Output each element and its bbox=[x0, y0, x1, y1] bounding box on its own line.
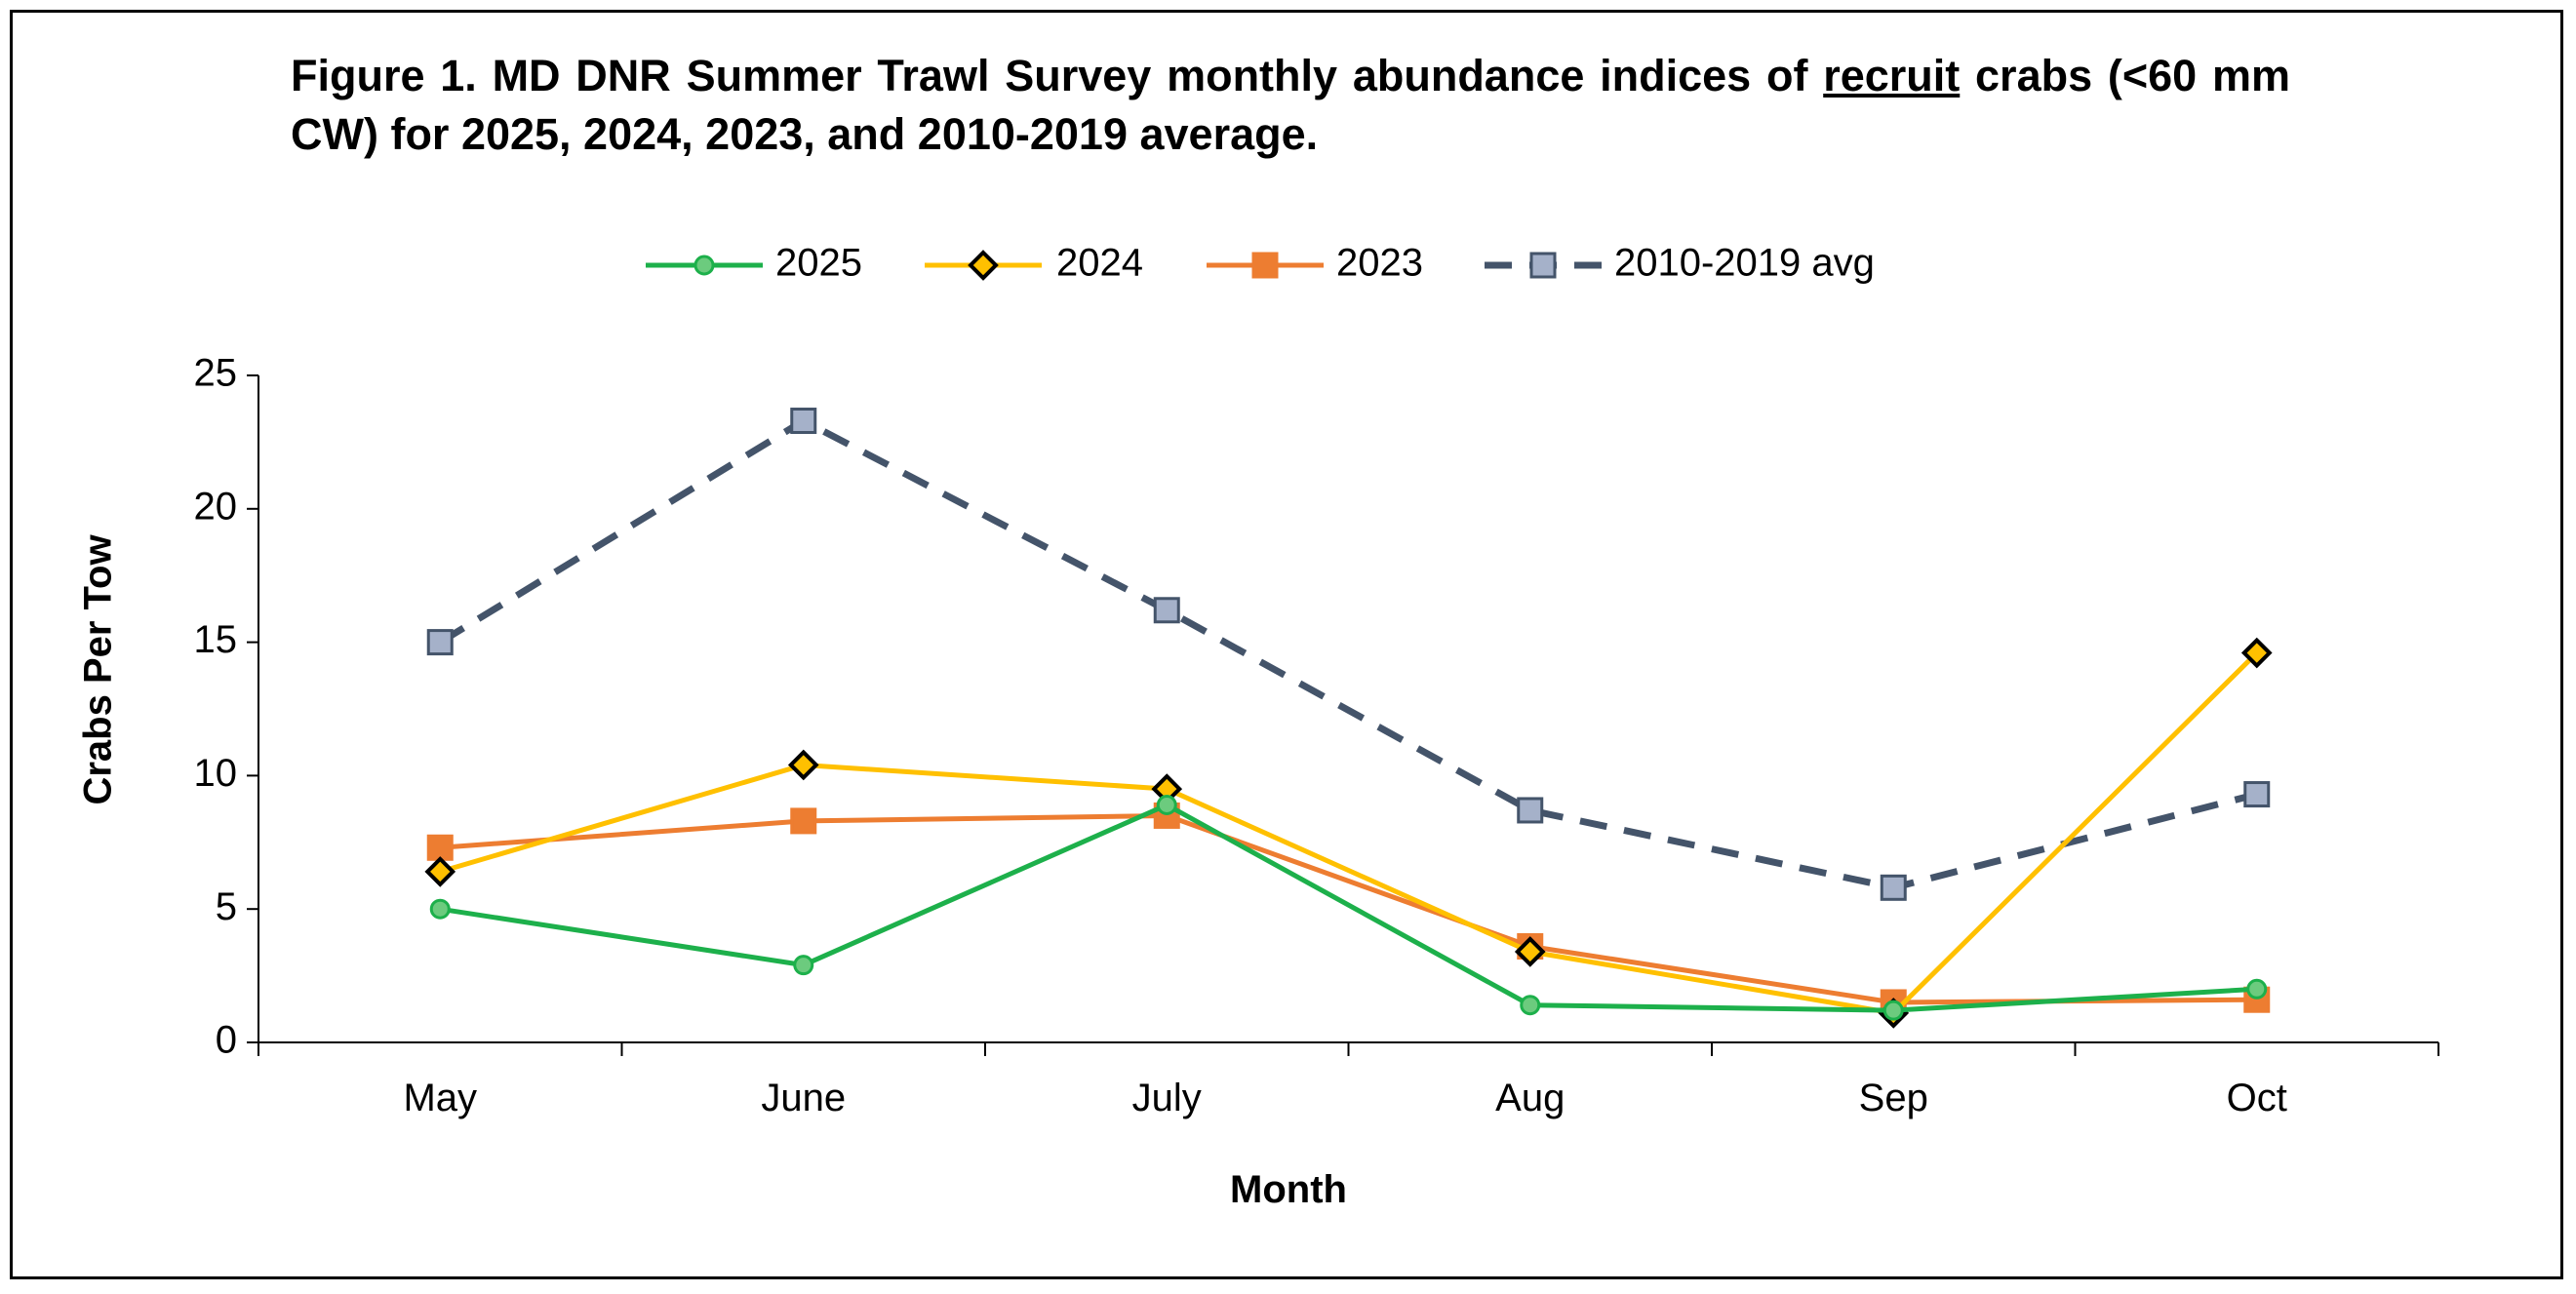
series-line bbox=[439, 650, 2259, 1016]
legend-item: 2010-2019 avg bbox=[1485, 242, 1875, 285]
series-line bbox=[438, 417, 2258, 891]
y-tick-label: 0 bbox=[216, 1019, 237, 1062]
legend-item: 2024 bbox=[925, 242, 1143, 285]
y-tick-label: 15 bbox=[194, 618, 238, 661]
legend-item: 2023 bbox=[1207, 242, 1423, 285]
data-point bbox=[793, 955, 814, 976]
data-point bbox=[424, 856, 456, 887]
series-2025 bbox=[429, 794, 2268, 1021]
legend-marker bbox=[1529, 252, 1557, 279]
x-tick-label: Aug bbox=[1495, 1077, 1565, 1119]
legend-marker bbox=[1251, 252, 1279, 279]
chart-title: Figure 1. MD DNR Summer Trawl Survey mon… bbox=[291, 47, 2290, 164]
legend-item: 2025 bbox=[646, 242, 862, 285]
data-point bbox=[790, 807, 817, 835]
data-point bbox=[426, 834, 454, 861]
data-point bbox=[790, 408, 817, 435]
x-tick-label: Oct bbox=[2227, 1077, 2287, 1119]
data-point bbox=[1153, 597, 1180, 624]
x-tick-label: June bbox=[761, 1077, 846, 1119]
y-axis-title: Crabs Per Tow bbox=[77, 534, 120, 805]
series-2024 bbox=[424, 637, 2273, 1029]
chart-series-layer bbox=[424, 408, 2273, 1029]
legend-marker bbox=[968, 250, 999, 281]
series-line bbox=[439, 802, 2257, 1013]
x-tick-label: Sep bbox=[1859, 1077, 1928, 1119]
figure-frame bbox=[10, 10, 2563, 1279]
chart-title-underlined: recruit bbox=[1823, 51, 1961, 100]
data-point bbox=[1517, 797, 1544, 824]
chart-title-part1: Figure 1. MD DNR Summer Trawl Survey mon… bbox=[291, 51, 1824, 100]
y-tick-label: 20 bbox=[194, 485, 238, 528]
legend-label: 2023 bbox=[1336, 242, 1423, 285]
legend-marker bbox=[694, 255, 715, 276]
y-tick-label: 10 bbox=[194, 752, 238, 795]
chart-title-part2: crabs (<60 mm CW) for 2025, 2024, 2023, … bbox=[291, 51, 2290, 159]
data-point bbox=[2243, 781, 2271, 808]
data-point bbox=[1882, 1000, 1904, 1021]
legend-label: 2025 bbox=[775, 242, 862, 285]
data-point bbox=[1520, 995, 1541, 1016]
x-tick-label: May bbox=[403, 1077, 477, 1119]
data-point bbox=[429, 898, 451, 920]
series-line bbox=[440, 812, 2257, 1005]
data-point bbox=[1514, 936, 1546, 967]
data-point bbox=[787, 749, 819, 781]
y-tick-label: 25 bbox=[194, 352, 238, 395]
x-axis-title: Month bbox=[1230, 1168, 1347, 1211]
data-point bbox=[2240, 637, 2273, 669]
y-tick-label: 5 bbox=[216, 885, 237, 928]
chart-legend: 2025 2024 2023 2010-2019 avg bbox=[646, 242, 1875, 285]
legend-label: 2010-2019 avg bbox=[1614, 242, 1875, 285]
data-point bbox=[2246, 978, 2268, 1000]
chart-axes: 0 5 10 15 20 25 May June July Aug Sep Oct bbox=[194, 352, 2439, 1119]
x-tick-label: July bbox=[1132, 1077, 1202, 1119]
data-point bbox=[1156, 794, 1177, 815]
data-point bbox=[426, 629, 454, 656]
legend-label: 2024 bbox=[1056, 242, 1143, 285]
data-point bbox=[1880, 874, 1907, 901]
series-2010-2019-avg bbox=[426, 408, 2271, 901]
series-2023 bbox=[426, 802, 2271, 1016]
